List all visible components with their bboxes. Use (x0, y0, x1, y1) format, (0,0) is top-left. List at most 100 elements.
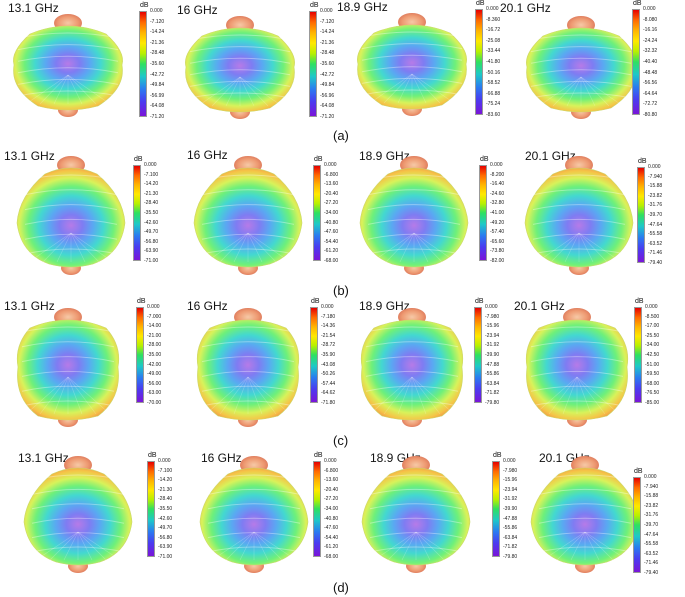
mesh-line (411, 376, 441, 415)
mesh-line (253, 531, 283, 561)
colorbar-tick-label: -42.50 (645, 352, 660, 358)
mesh-line (67, 74, 111, 105)
colorbar-tick-label: -8.200 (490, 171, 505, 178)
side-lobe-ripple (538, 488, 632, 495)
side-lobe-ripple (530, 341, 624, 348)
mesh-line (383, 376, 413, 415)
pattern-surface (526, 27, 636, 113)
mesh-line (552, 76, 582, 107)
mesh-line (247, 232, 277, 263)
mesh-line (67, 74, 97, 105)
side-lobe-ripple (532, 174, 626, 181)
mesh-line (53, 74, 69, 105)
colorbar-tick-label: 0.000 (503, 458, 516, 464)
side-lobe-ripple (538, 532, 632, 539)
side-lobe-ripple (361, 77, 463, 84)
colorbar-tick-label: -24.60 (490, 190, 505, 197)
mesh-line (556, 531, 586, 561)
colorbar-tick-label: -39.90 (503, 506, 518, 512)
colorbar-tick-label: -35.60 (150, 61, 165, 67)
mesh-line (77, 531, 93, 561)
colorbar-tick-label: -24.24 (643, 37, 658, 44)
pattern-surface (196, 319, 300, 421)
mesh-line (247, 232, 263, 263)
colorbar-tick-label: 0.000 (150, 8, 163, 14)
side-lobe-ripple (189, 69, 291, 76)
subfigure-label: (b) (333, 283, 349, 298)
radiation-pattern-3d (15, 156, 127, 276)
radiation-pattern-3d (192, 156, 304, 276)
figure-row-d: 13.1 GHz dB 0.000 -7.100 -14.20 -21.30 -28.40… (0, 448, 685, 597)
side-lobe-ripple (207, 517, 301, 524)
colorbar-tick-label: -71.20 (150, 114, 165, 120)
side-lobe-ripple (369, 532, 463, 539)
side-lobe-ripple (369, 488, 463, 495)
mesh-line (387, 531, 417, 561)
colorbar-tick-label: -73.80 (490, 248, 505, 255)
side-lobe-ripple (365, 326, 459, 333)
colorbar-tick-label: -63.00 (147, 390, 162, 397)
colorbar-tick-label: -7.980 (503, 467, 518, 474)
colorbar-tick-label: -31.76 (644, 512, 659, 519)
colorbar-tick-label: -15.96 (503, 477, 518, 484)
mesh-line (576, 376, 606, 415)
colorbar-tick-label: -71.46 (644, 560, 659, 567)
mesh-line (239, 76, 269, 107)
mesh-line (584, 531, 614, 561)
side-lobe-ripple (207, 503, 301, 510)
side-lobe-ripple (532, 233, 626, 240)
colorbar-tick-label: -14.20 (144, 181, 159, 188)
pattern-surface (525, 319, 629, 421)
mesh-line (566, 76, 582, 107)
colorbar-tick-label: -47.64 (644, 531, 659, 538)
colorbar-tick-label: -35.90 (321, 352, 336, 358)
colorbar-tick-label: -80.80 (643, 112, 658, 118)
colorbar-tick-label: -40.40 (643, 59, 658, 65)
colorbar-unit-label: dB (314, 452, 323, 459)
mesh-line (411, 73, 441, 104)
mesh-line (225, 76, 241, 107)
side-lobe-ripple (367, 248, 461, 255)
colorbar-tick-label: -70.00 (147, 400, 162, 406)
colorbar-tick-label: -16.16 (643, 27, 658, 34)
colorbar-tick-label: -15.88 (648, 183, 663, 190)
colorbar-tick-label: -28.48 (150, 50, 165, 57)
radiation-pattern-3d (360, 456, 472, 574)
colorbar-tick-label: -47.60 (324, 229, 339, 236)
colorbar-unit-label: dB (310, 2, 319, 9)
side-lobe-ripple (367, 174, 461, 181)
colorbar-tick-label: -71.82 (485, 390, 500, 397)
mesh-line (253, 531, 297, 561)
radiation-pattern-3d (22, 456, 134, 574)
frequency-label: 18.9 GHz (337, 0, 388, 14)
frequency-label: 13.1 GHz (4, 149, 55, 163)
colorbar-tick-label: -31.92 (485, 342, 500, 349)
colorbar-tick-label: -63.52 (648, 240, 663, 247)
mesh-line (233, 376, 249, 415)
mesh-line (562, 376, 578, 415)
colorbar-tick-label: -57.40 (490, 229, 505, 236)
colorbar-tick-label: 0.000 (486, 6, 499, 12)
colorbar-tick-label: -21.36 (150, 39, 165, 46)
colorbar-tick-label: -13.60 (324, 477, 339, 484)
colorbar-tick-label: -54.40 (324, 534, 339, 541)
colorbar-tick-label: -7.980 (485, 313, 500, 320)
side-lobe-ripple (31, 488, 125, 495)
colorbar-tick-label: -68.00 (324, 258, 339, 264)
colorbar-tick-label: 0.000 (324, 162, 337, 168)
colorbar-tick-label: -34.00 (324, 210, 339, 216)
colorbar-tick-label: -42.72 (150, 71, 165, 78)
side-lobe-ripple (361, 31, 463, 38)
colorbar-tick-label: -40.80 (324, 219, 339, 226)
frequency-label: 18.9 GHz (359, 299, 410, 313)
colorbar-tick-label: -14.00 (147, 323, 162, 330)
colorbar-tick-label: -41.00 (490, 210, 505, 216)
side-lobe-ripple (201, 326, 295, 333)
radiation-pattern-3d (192, 308, 304, 428)
side-lobe-ripple (21, 385, 115, 392)
colorbar-unit-label: dB (311, 298, 320, 305)
radiation-pattern-3d (529, 456, 641, 574)
colorbar-tick-label: -20.40 (324, 486, 339, 493)
colorbar-tick-label: -68.00 (324, 554, 339, 560)
colorbar-tick-label: -31.76 (648, 202, 663, 209)
